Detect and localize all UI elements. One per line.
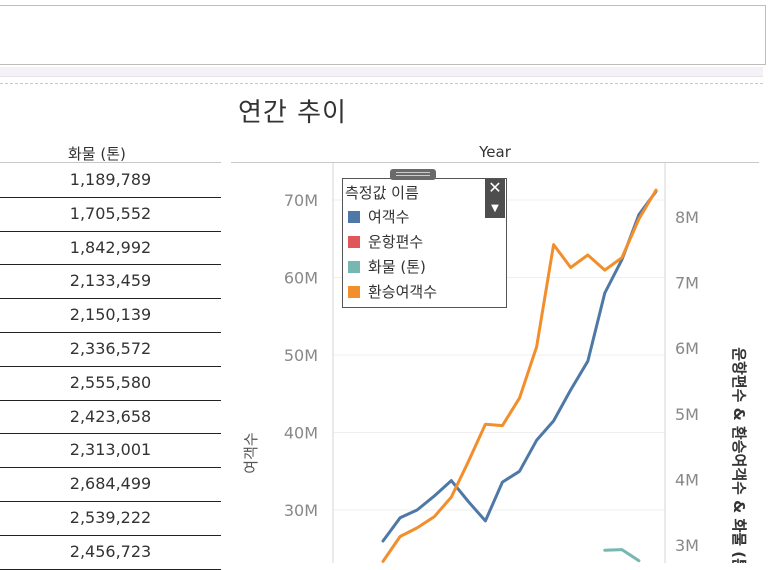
table-row[interactable]: 2,539,222 <box>0 502 221 536</box>
table-row[interactable]: 2,555,580 <box>0 367 221 401</box>
cargo-value: 2,555,580 <box>69 372 152 392</box>
right-axis-title: 운항편수 & 환승여객수 & 화물 (톤) <box>730 347 748 563</box>
cargo-value: 2,336,572 <box>69 338 152 358</box>
legend-item[interactable]: 여객수 <box>348 206 409 226</box>
legend-swatch <box>348 260 360 273</box>
left-axis-title: 여객수 <box>242 432 260 473</box>
legend-title: 측정값 이름 <box>345 184 419 202</box>
table-row[interactable]: 2,313,001 <box>0 434 221 469</box>
filter-panel <box>0 5 766 65</box>
table-row[interactable]: 2,684,499 <box>0 468 221 502</box>
close-icon[interactable]: ✕ <box>485 179 505 199</box>
table-row[interactable]: 1,842,992 <box>0 232 221 266</box>
table-header: 화물 (톤) <box>0 143 221 163</box>
series-line <box>381 190 658 543</box>
legend-label: 운항편수 <box>368 233 424 251</box>
cargo-value: 2,456,723 <box>69 541 152 561</box>
left-tick-label: 70M <box>284 191 318 210</box>
divider <box>0 83 763 84</box>
dashboard-band <box>0 67 763 77</box>
right-tick-label: 5M <box>675 405 699 424</box>
dropdown-arrow-icon[interactable]: ▼ <box>485 199 505 218</box>
legend-swatch <box>348 210 360 223</box>
right-tick-label: 6M <box>675 339 699 358</box>
table-row[interactable]: 2,133,459 <box>0 265 221 300</box>
legend-label: 화물 (톤) <box>368 258 426 276</box>
legend-swatch <box>348 235 360 248</box>
table-row[interactable]: 1,705,552 <box>0 198 221 232</box>
cargo-value: 2,313,001 <box>69 440 152 460</box>
table-row[interactable]: 2,456,723 <box>0 536 221 570</box>
legend-swatch <box>348 285 360 298</box>
legend-label: 환승여객수 <box>368 283 438 301</box>
legend-label: 여객수 <box>368 208 410 226</box>
cargo-value: 2,133,459 <box>69 271 152 291</box>
table-row[interactable]: 1,189,789 <box>0 164 221 198</box>
series-line <box>603 548 641 563</box>
drag-handle-icon[interactable] <box>390 169 436 180</box>
series-line <box>381 188 658 563</box>
cargo-value: 2,150,139 <box>69 305 152 325</box>
left-tick-label: 40M <box>284 424 318 443</box>
cargo-value: 1,705,552 <box>69 203 152 223</box>
cargo-value: 1,842,992 <box>69 237 152 257</box>
left-tick-label: 60M <box>284 269 318 288</box>
legend-item[interactable]: 운항편수 <box>348 231 423 251</box>
left-tick-label: 30M <box>284 501 318 520</box>
table-row[interactable]: 2,336,572 <box>0 333 221 367</box>
table-row[interactable]: 2,423,658 <box>0 401 221 435</box>
legend-item[interactable]: 환승여객수 <box>348 281 437 301</box>
table-row[interactable]: 2,150,139 <box>0 299 221 333</box>
cargo-value: 2,684,499 <box>69 474 152 494</box>
page-title: 연간 추이 <box>238 98 347 128</box>
legend-item[interactable]: 화물 (톤) <box>348 256 426 276</box>
right-tick-label: 4M <box>675 470 699 489</box>
right-tick-label: 8M <box>675 208 699 227</box>
left-tick-label: 50M <box>284 346 318 365</box>
cargo-value: 2,539,222 <box>69 507 152 527</box>
right-tick-label: 7M <box>675 274 699 293</box>
right-tick-label: 3M <box>675 536 699 555</box>
column-header-year[interactable]: Year <box>231 143 759 163</box>
column-header-cargo: 화물 (톤) <box>68 145 126 163</box>
cargo-value: 2,423,658 <box>69 406 152 426</box>
data-table: 1,189,789 1,705,552 1,842,992 2,133,459 2,15… <box>0 164 221 570</box>
cargo-value: 1,189,789 <box>69 170 152 189</box>
